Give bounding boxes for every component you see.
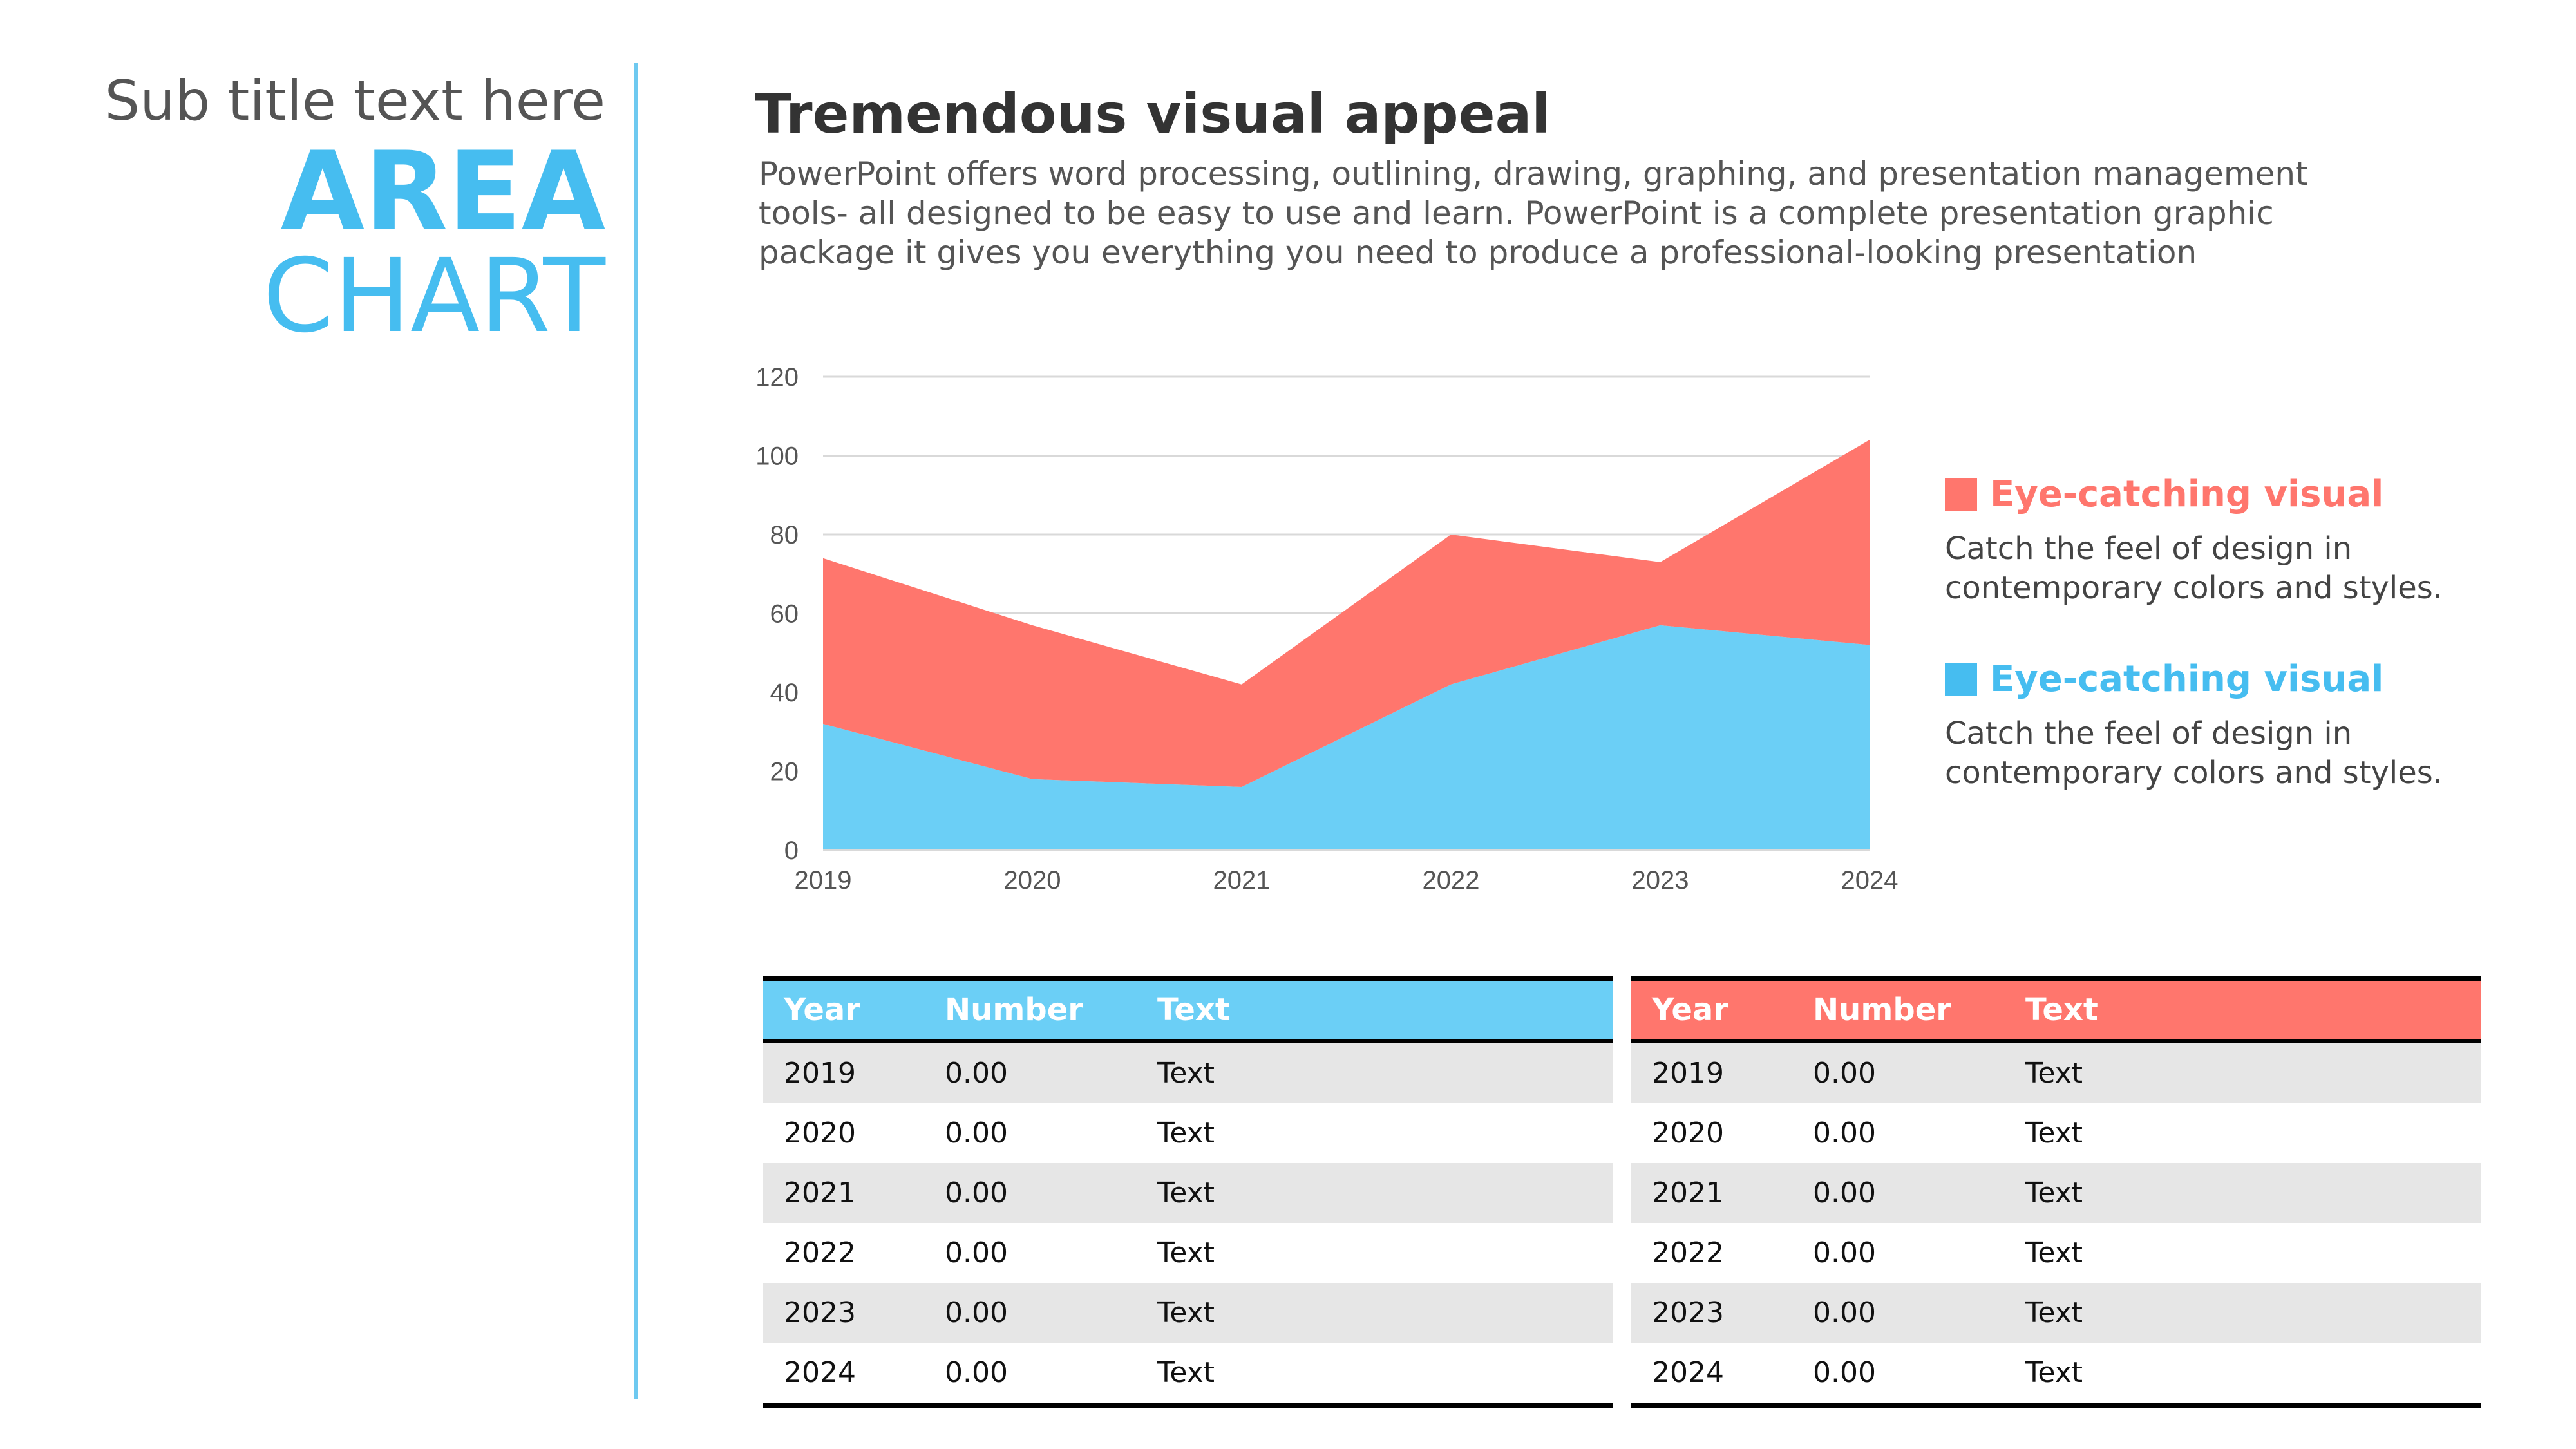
data-table-red: Year Number Text 2019 0.00 Text 2020 0.00 Text 20… xyxy=(1631,976,2481,1408)
legend-item-red: Eye-catching visual Catch the feel of de… xyxy=(1945,473,2524,608)
table-cell: 0.00 xyxy=(945,1296,1008,1329)
table-cell: Text xyxy=(2025,1117,2083,1150)
table-row: 2022 0.00 Text xyxy=(763,1223,1613,1283)
legend-title: Eye-catching visual xyxy=(1990,473,2384,515)
table-row: 2020 0.00 Text xyxy=(763,1103,1613,1163)
subtitle: Sub title text here xyxy=(104,69,605,133)
table-header: Year Number Text xyxy=(1631,981,2481,1043)
header-cell: Year xyxy=(1652,992,1728,1028)
data-table-blue: Year Number Text 2019 0.00 Text 2020 0.00 Text 20… xyxy=(763,976,1613,1408)
table-row: 2023 0.00 Text xyxy=(1631,1283,2481,1343)
table-cell: 2022 xyxy=(784,1236,856,1269)
table-row: 2021 0.00 Text xyxy=(1631,1163,2481,1223)
table-row: 2021 0.00 Text xyxy=(763,1163,1613,1223)
table-cell: 0.00 xyxy=(945,1117,1008,1150)
table-cell: 2020 xyxy=(1652,1117,1724,1150)
x-tick-label: 2022 xyxy=(1423,866,1480,895)
table-cell: 2020 xyxy=(784,1117,856,1150)
y-tick-label: 0 xyxy=(784,837,799,865)
y-tick-label: 80 xyxy=(770,521,799,549)
y-tick-label: 100 xyxy=(755,442,799,471)
legend-text: Catch the feel of design in contemporary… xyxy=(1945,531,2443,606)
table-cell: 0.00 xyxy=(945,1177,1008,1209)
x-tick-label: 2019 xyxy=(795,866,852,895)
table-cell: 0.00 xyxy=(945,1057,1008,1090)
table-cell: Text xyxy=(2025,1296,2083,1329)
table-row: 2023 0.00 Text xyxy=(763,1283,1613,1343)
area-series-2 xyxy=(823,440,1870,787)
table-cell: Text xyxy=(1157,1236,1215,1269)
table-cell: 2019 xyxy=(1652,1057,1724,1090)
table-cell: Text xyxy=(2025,1236,2083,1269)
section-heading: Tremendous visual appeal xyxy=(755,82,1551,146)
table-cell: 0.00 xyxy=(1813,1296,1876,1329)
table-header: Year Number Text xyxy=(763,981,1613,1043)
vertical-divider xyxy=(634,63,638,1399)
table-row: 2024 0.00 Text xyxy=(763,1343,1613,1403)
legend-item-blue: Eye-catching visual Catch the feel of de… xyxy=(1945,658,2524,793)
header-cell: Year xyxy=(784,992,860,1028)
header-cell: Text xyxy=(1157,992,1230,1028)
table-cell: 2022 xyxy=(1652,1236,1724,1269)
table-cell: 2024 xyxy=(1652,1356,1724,1389)
table-cell: 0.00 xyxy=(1813,1356,1876,1389)
table-row: 2020 0.00 Text xyxy=(1631,1103,2481,1163)
area-chart: 0 20 40 60 80 100 120 2019 2020 2021 2022 2023 2024 xyxy=(755,363,1899,895)
header-cell: Number xyxy=(1813,992,1951,1028)
x-tick-label: 2023 xyxy=(1632,866,1689,895)
table-cell: Text xyxy=(1157,1177,1215,1209)
area-series-1 xyxy=(823,625,1870,850)
table-cell: 0.00 xyxy=(945,1356,1008,1389)
table-cell: Text xyxy=(1157,1057,1215,1090)
x-tick-label: 2021 xyxy=(1213,866,1271,895)
legend-text: Catch the feel of design in contemporary… xyxy=(1945,715,2443,791)
table-row: 2022 0.00 Text xyxy=(1631,1223,2481,1283)
table-cell: Text xyxy=(1157,1356,1215,1389)
table-cell: 0.00 xyxy=(1813,1177,1876,1209)
table-row: 2019 0.00 Text xyxy=(1631,1043,2481,1103)
x-tick-label: 2024 xyxy=(1841,866,1899,895)
legend-title: Eye-catching visual xyxy=(1990,658,2384,700)
y-tick-label: 120 xyxy=(755,363,799,392)
slide-title-block: Sub title text here AREA CHART xyxy=(0,71,605,347)
table-row: 2019 0.00 Text xyxy=(763,1043,1613,1103)
table-cell: 2023 xyxy=(1652,1296,1724,1329)
table-cell: 0.00 xyxy=(1813,1057,1876,1090)
table-cell: Text xyxy=(2025,1356,2083,1389)
header-cell: Number xyxy=(945,992,1083,1028)
table-cell: Text xyxy=(2025,1057,2083,1090)
table-cell: 0.00 xyxy=(945,1236,1008,1269)
title-area-word: AREA xyxy=(280,128,605,254)
table-cell: Text xyxy=(2025,1177,2083,1209)
table-cell: 2024 xyxy=(784,1356,856,1389)
table-cell: Text xyxy=(1157,1296,1215,1329)
square-icon xyxy=(1945,663,1977,696)
table-row: 2024 0.00 Text xyxy=(1631,1343,2481,1403)
title-chart-word: CHART xyxy=(262,236,605,355)
table-cell: 2023 xyxy=(784,1296,856,1329)
table-cell: Text xyxy=(1157,1117,1215,1150)
y-tick-label: 60 xyxy=(770,600,799,629)
table-cell: 2021 xyxy=(1652,1177,1724,1209)
y-tick-label: 40 xyxy=(770,679,799,707)
square-icon xyxy=(1945,478,1977,511)
header-cell: Text xyxy=(2025,992,2098,1028)
section-description: PowerPoint offers word processing, outli… xyxy=(759,155,2308,271)
y-tick-label: 20 xyxy=(770,758,799,786)
table-cell: 0.00 xyxy=(1813,1236,1876,1269)
table-cell: 2021 xyxy=(784,1177,856,1209)
table-cell: 0.00 xyxy=(1813,1117,1876,1150)
x-tick-label: 2020 xyxy=(1004,866,1061,895)
table-cell: 2019 xyxy=(784,1057,856,1090)
